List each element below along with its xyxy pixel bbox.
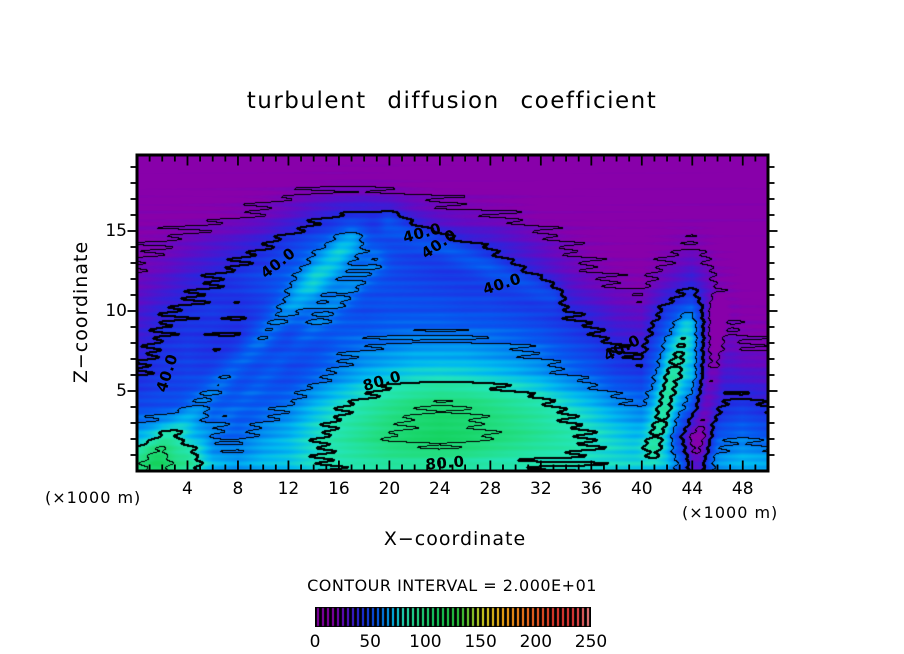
x-tick-label: 24 (429, 479, 451, 499)
z-tick-label: 15 (105, 221, 127, 241)
contour-interval-note: CONTOUR INTERVAL = 2.000E+01 (307, 576, 597, 595)
colorbar-tick-label: 0 (309, 632, 321, 652)
colorbar (315, 607, 591, 627)
z-tick-label: 10 (105, 301, 127, 321)
chart-title: turbulent diffusion coefficient (246, 88, 658, 114)
colorbar-tick-label: 100 (409, 632, 442, 652)
colorbar-tick-label: 50 (359, 632, 381, 652)
colorbar-tick-label: 250 (574, 632, 608, 652)
contour-field-canvas (137, 155, 768, 471)
x-tick-label: 16 (328, 479, 350, 499)
x-tick-label: 40 (630, 479, 653, 499)
z-tick-label: 5 (116, 381, 127, 401)
x-tick-label: 48 (731, 479, 754, 499)
x-axis-unit-right: (×1000 m) (682, 503, 779, 522)
x-tick-label: 44 (681, 479, 704, 499)
x-axis-unit-left: (×1000 m) (45, 488, 142, 507)
x-tick-label: 36 (580, 479, 603, 499)
colorbar-tick-label: 150 (464, 632, 497, 652)
x-tick-label: 20 (378, 479, 401, 499)
x-axis-label: X−coordinate (383, 528, 527, 550)
x-tick-label: 32 (530, 479, 552, 499)
x-tick-label: 4 (182, 479, 193, 499)
plot-area: 40.0 40.0 40.0 40.0 40.0 40.0 80.0 80.0 (127, 153, 778, 474)
x-tick-label: 8 (232, 479, 244, 499)
x-tick-label: 12 (277, 479, 300, 499)
x-tick-label: 28 (479, 479, 502, 499)
colorbar-tick-label: 200 (519, 632, 553, 652)
contour-label: 80.0 (424, 452, 466, 474)
